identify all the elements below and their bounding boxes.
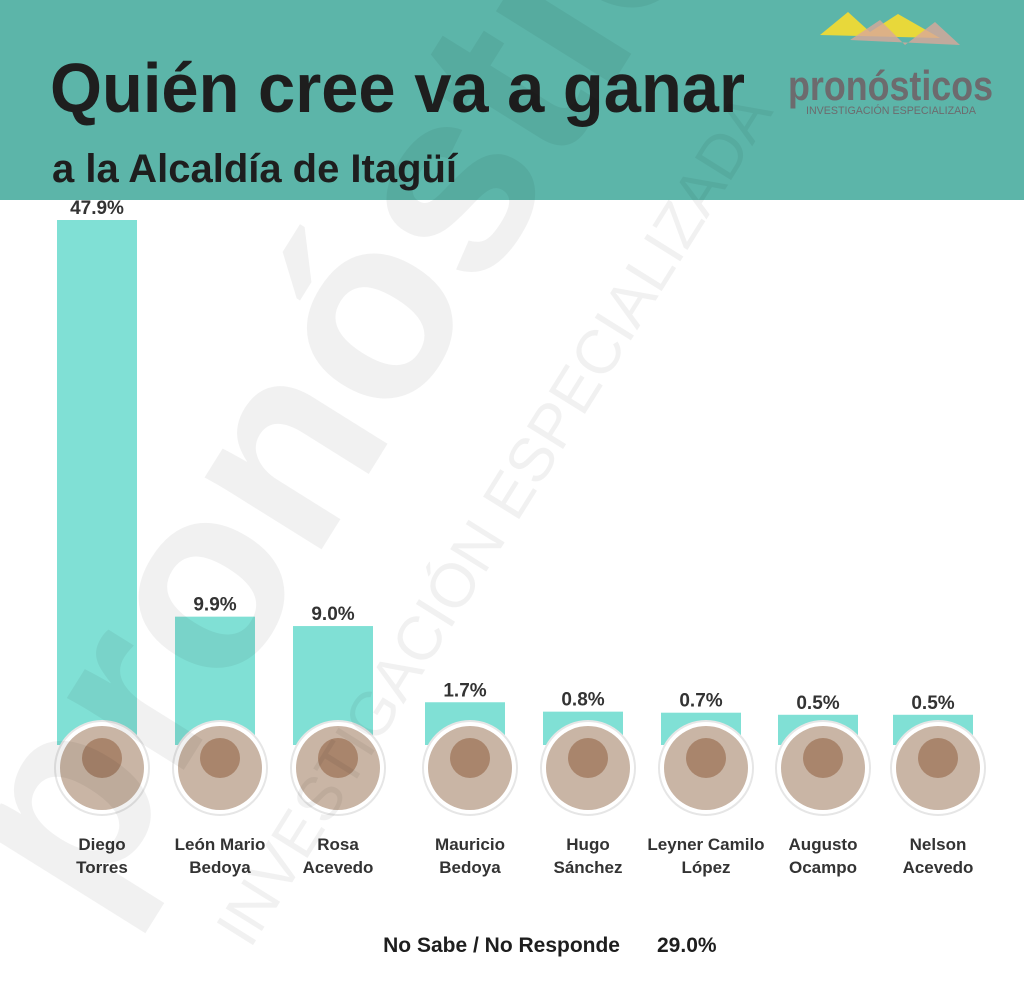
x-tick-label: Leyner Camilo	[647, 835, 764, 854]
value-label: 0.5%	[911, 693, 954, 714]
note-value: 29.0%	[657, 934, 717, 957]
photo-head	[82, 738, 122, 778]
photo-head	[568, 738, 608, 778]
value-label: 47.9%	[70, 198, 124, 219]
x-tick-label: Nelson	[910, 835, 967, 854]
x-tick-label: Hugo	[566, 835, 609, 854]
value-label: 0.5%	[796, 693, 839, 714]
x-tick-label: Acevedo	[903, 858, 974, 877]
x-tick-label: Sánchez	[554, 858, 623, 877]
x-tick-label: León Mario	[175, 835, 266, 854]
x-tick-label: Bedoya	[189, 858, 251, 877]
chart-subtitle: a la Alcaldía de Itagüí	[52, 147, 459, 191]
photo-head	[200, 738, 240, 778]
photo-head	[318, 738, 358, 778]
value-label: 1.7%	[443, 680, 486, 701]
x-tick-label: Diego	[78, 835, 125, 854]
value-label: 0.8%	[561, 690, 604, 711]
photo-head	[686, 738, 726, 778]
bar	[57, 220, 137, 745]
photo-head	[918, 738, 958, 778]
x-tick-label: Augusto	[789, 835, 858, 854]
logo: pronósticos INVESTIGACIÓN ESPECIALIZADA	[788, 12, 993, 117]
x-tick-label: Rosa	[317, 835, 359, 854]
x-tick-label: López	[681, 858, 730, 877]
x-tick-label: Mauricio	[435, 835, 505, 854]
logo-text: pronósticos	[788, 62, 993, 109]
value-label: 0.7%	[679, 691, 722, 712]
bars: 47.9% Diego Torres 9.9% León Mario Bedoya 9.0%…	[54, 198, 986, 877]
note-label: No Sabe / No Responde	[383, 934, 620, 957]
photo-head	[803, 738, 843, 778]
logo-mountains	[820, 12, 940, 38]
x-tick-label: Acevedo	[303, 858, 374, 877]
logo-tagline: INVESTIGACIÓN ESPECIALIZADA	[806, 104, 977, 117]
x-tick-label: Ocampo	[789, 858, 857, 877]
chart-title: Quién cree va a ganar	[50, 49, 745, 127]
photo-head	[450, 738, 490, 778]
x-tick-label: Torres	[76, 858, 128, 877]
value-label: 9.9%	[193, 595, 236, 616]
logo-mountains	[850, 20, 960, 45]
value-label: 9.0%	[311, 604, 354, 625]
x-tick-label: Bedoya	[439, 858, 501, 877]
